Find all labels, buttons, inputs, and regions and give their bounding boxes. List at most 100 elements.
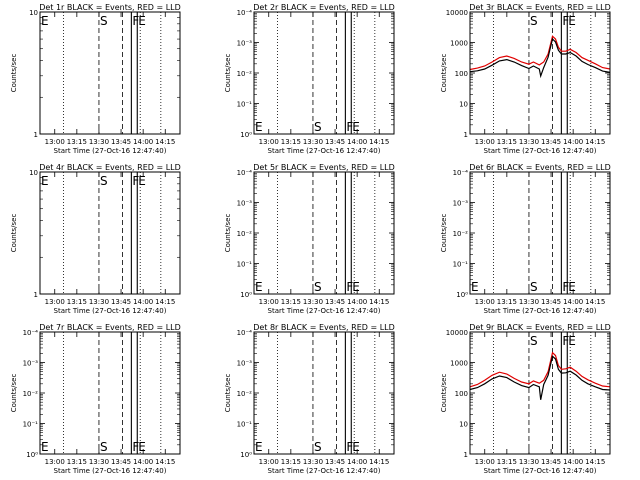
x-tick-label: 13:45	[541, 298, 561, 306]
x-tick-label: 13:00	[259, 138, 279, 146]
y-tick-label: 10⁻³	[453, 200, 469, 208]
marker-label: E	[41, 14, 49, 28]
x-tick-label: 14:00	[133, 138, 153, 146]
y-tick-label: 10⁻²	[237, 230, 253, 238]
y-axis-label: Counts/sec	[10, 214, 18, 253]
x-tick-label: 13:00	[45, 298, 65, 306]
x-tick-label: 13:45	[541, 458, 561, 466]
x-tick-label: 13:15	[67, 138, 87, 146]
y-tick-label: 10⁰	[456, 291, 468, 299]
y-tick-label: 1	[464, 451, 468, 459]
y-axis-label: Counts/sec	[224, 374, 232, 413]
panel-title: Det 5r BLACK = Events, RED = LLD	[253, 163, 395, 172]
x-axis-label: Start Time (27-Oct-16 12:47:40)	[268, 147, 381, 155]
y-axis-label: Counts/sec	[10, 374, 18, 413]
panel-title: Det 8r BLACK = Events, RED = LLD	[253, 323, 395, 332]
panel-det-2r: Det 2r BLACK = Events, RED = LLD 10⁰ 10⁻¹ 1…	[224, 3, 395, 155]
marker-label: F	[132, 440, 139, 454]
x-tick-label: 13:15	[67, 298, 87, 306]
x-tick-label: 13:00	[45, 458, 65, 466]
y-tick-label: 10⁻³	[23, 360, 39, 368]
x-tick-label: 14:15	[585, 138, 605, 146]
panel-title: Det 3r BLACK = Events, RED = LLD	[469, 3, 611, 12]
x-tick-label: 13:30	[303, 298, 323, 306]
x-tick-label: 13:30	[519, 138, 539, 146]
y-tick-label: 10⁰	[240, 291, 252, 299]
y-tick-label: 100	[455, 390, 468, 398]
marker-label: E	[255, 120, 263, 134]
x-tick-label: 13:45	[541, 138, 561, 146]
panel-det-9r: Det 9r BLACK = Events, RED = LLD 1 10 100 10…	[440, 323, 611, 475]
x-tick-label: 13:15	[67, 458, 87, 466]
y-tick-label: 10⁻⁴	[237, 169, 253, 177]
x-tick-label: 14:00	[347, 298, 367, 306]
marker-label: S	[100, 440, 108, 454]
y-tick-label: 10⁻³	[237, 360, 253, 368]
x-axis-label: Start Time (27-Oct-16 12:47:40)	[484, 467, 597, 475]
panel-title: Det 9r BLACK = Events, RED = LLD	[469, 323, 611, 332]
x-axis-label: Start Time (27-Oct-16 12:47:40)	[268, 467, 381, 475]
y-tick-label: 10⁻²	[237, 390, 253, 398]
x-tick-label: 14:15	[369, 298, 389, 306]
x-tick-label: 13:45	[325, 298, 345, 306]
panel-title: Det 2r BLACK = Events, RED = LLD	[253, 3, 395, 12]
x-tick-label: 13:00	[475, 138, 495, 146]
marker-label: S	[530, 280, 538, 294]
panel-det-5r: Det 5r BLACK = Events, RED = LLD 10⁰ 10⁻¹ 1…	[224, 163, 395, 315]
x-axis-label: Start Time (27-Oct-16 12:47:40)	[54, 147, 167, 155]
marker-label: S	[100, 14, 108, 28]
panel-title: Det 1r BLACK = Events, RED = LLD	[39, 3, 181, 12]
y-tick-label: 10⁻¹	[237, 261, 253, 269]
y-tick-label: 10⁻¹	[453, 261, 469, 269]
y-tick-label: 1	[34, 291, 38, 299]
y-tick-label: 10⁰	[26, 451, 38, 459]
x-tick-label: 13:45	[111, 138, 131, 146]
x-tick-label: 13:30	[89, 138, 109, 146]
x-tick-label: 13:30	[519, 458, 539, 466]
plot-frame	[469, 11, 611, 135]
series-line	[469, 351, 611, 388]
y-tick-label: 10	[29, 9, 38, 17]
x-tick-label: 13:45	[111, 458, 131, 466]
panel-det-7r: Det 7r BLACK = Events, RED = LLD 10⁰ 10⁻¹ 1…	[10, 323, 181, 475]
x-tick-label: 13:00	[475, 458, 495, 466]
marker-label: E	[568, 280, 576, 294]
y-tick-label: 1000	[450, 40, 468, 48]
x-tick-label: 14:15	[155, 138, 175, 146]
x-tick-label: 13:45	[325, 138, 345, 146]
marker-label: S	[314, 280, 322, 294]
x-tick-label: 14:15	[155, 298, 175, 306]
x-tick-label: 13:00	[259, 458, 279, 466]
y-tick-label: 10	[459, 421, 468, 429]
x-axis-label: Start Time (27-Oct-16 12:47:40)	[484, 307, 597, 315]
y-tick-label: 10⁻³	[237, 200, 253, 208]
y-tick-label: 10⁻¹	[237, 101, 253, 109]
x-tick-label: 14:00	[563, 458, 583, 466]
panel-title: Det 6r BLACK = Events, RED = LLD	[469, 163, 611, 172]
x-tick-label: 13:30	[519, 298, 539, 306]
x-tick-label: 14:15	[585, 298, 605, 306]
marker-label: F	[132, 14, 139, 28]
marker-label: E	[138, 14, 146, 28]
marker-label: E	[471, 280, 479, 294]
panel-det-6r: Det 6r BLACK = Events, RED = LLD 10⁰ 10⁻¹ 1…	[440, 163, 611, 315]
y-tick-label: 10⁰	[240, 451, 252, 459]
marker-label: E	[255, 440, 263, 454]
marker-label: E	[352, 280, 360, 294]
panel-title: Det 4r BLACK = Events, RED = LLD	[39, 163, 181, 172]
x-tick-label: 13:15	[281, 458, 301, 466]
y-tick-label: 10⁻³	[237, 40, 253, 48]
marker-label: E	[352, 440, 360, 454]
y-tick-label: 100	[455, 70, 468, 78]
marker-label: E	[352, 120, 360, 134]
y-tick-label: 10⁰	[240, 131, 252, 139]
y-tick-label: 10	[29, 169, 38, 177]
x-tick-label: 14:15	[369, 138, 389, 146]
y-axis-label: Counts/sec	[10, 54, 18, 93]
x-tick-label: 13:45	[325, 458, 345, 466]
panel-det-4r: Det 4r BLACK = Events, RED = LLD 1 10 Count…	[10, 163, 181, 315]
y-tick-label: 10⁻⁴	[237, 9, 253, 17]
marker-label: E	[41, 174, 49, 188]
plot-frame	[253, 171, 395, 295]
